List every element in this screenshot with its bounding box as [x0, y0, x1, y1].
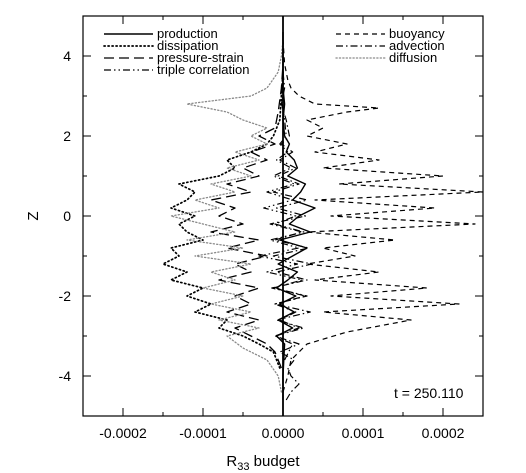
x-axis-label-tail: budget [250, 453, 301, 470]
time-annotation: t = 250.110 [394, 385, 464, 401]
y-tick-label: -4 [59, 368, 72, 384]
series-line-triple-correlation [258, 71, 308, 361]
series-layer [162, 32, 483, 401]
y-tick-label: 2 [63, 128, 71, 144]
y-tick-label: -2 [59, 288, 72, 304]
x-tick-label: 0.0002 [422, 425, 465, 441]
x-tick-label: 0.0000 [262, 425, 305, 441]
y-tick-label: 0 [63, 208, 71, 224]
legend-label-triple-correlation: triple correlation [157, 62, 250, 77]
series-line-advection [269, 48, 313, 401]
x-axis-label-subscript: 33 [237, 461, 249, 473]
series-line-pressure-strain [210, 63, 284, 369]
legend-label-advection: advection [389, 38, 445, 53]
x-tick-label: 0.0001 [342, 425, 385, 441]
ticks-layer: -0.0002 -0.0001 0.0000 0.0001 0.0002 -4 -2 0 2 4 [59, 15, 484, 441]
legend-label-buoyancy: buoyancy [389, 26, 445, 41]
series-line-dissipation [162, 71, 284, 369]
y-tick-label: 4 [63, 48, 71, 64]
x-axis-label: R33 budget [226, 453, 300, 473]
x-axis-label-main: R [226, 453, 237, 470]
series-line-production [275, 32, 316, 400]
legend-label-pressure-strain: pressure-strain [157, 50, 244, 65]
legend-label-production: production [157, 26, 218, 41]
legend-label-diffusion: diffusion [389, 50, 437, 65]
x-tick-label: -0.0001 [179, 425, 227, 441]
series-line-diffusion [170, 39, 284, 393]
series-line-buoyancy [282, 39, 483, 393]
x-tick-label: -0.0002 [99, 425, 147, 441]
legend-label-dissipation: dissipation [157, 38, 218, 53]
legend-layer: productiondissipationpressure-straintrip… [103, 26, 445, 77]
y-axis-label: Z [25, 211, 42, 220]
